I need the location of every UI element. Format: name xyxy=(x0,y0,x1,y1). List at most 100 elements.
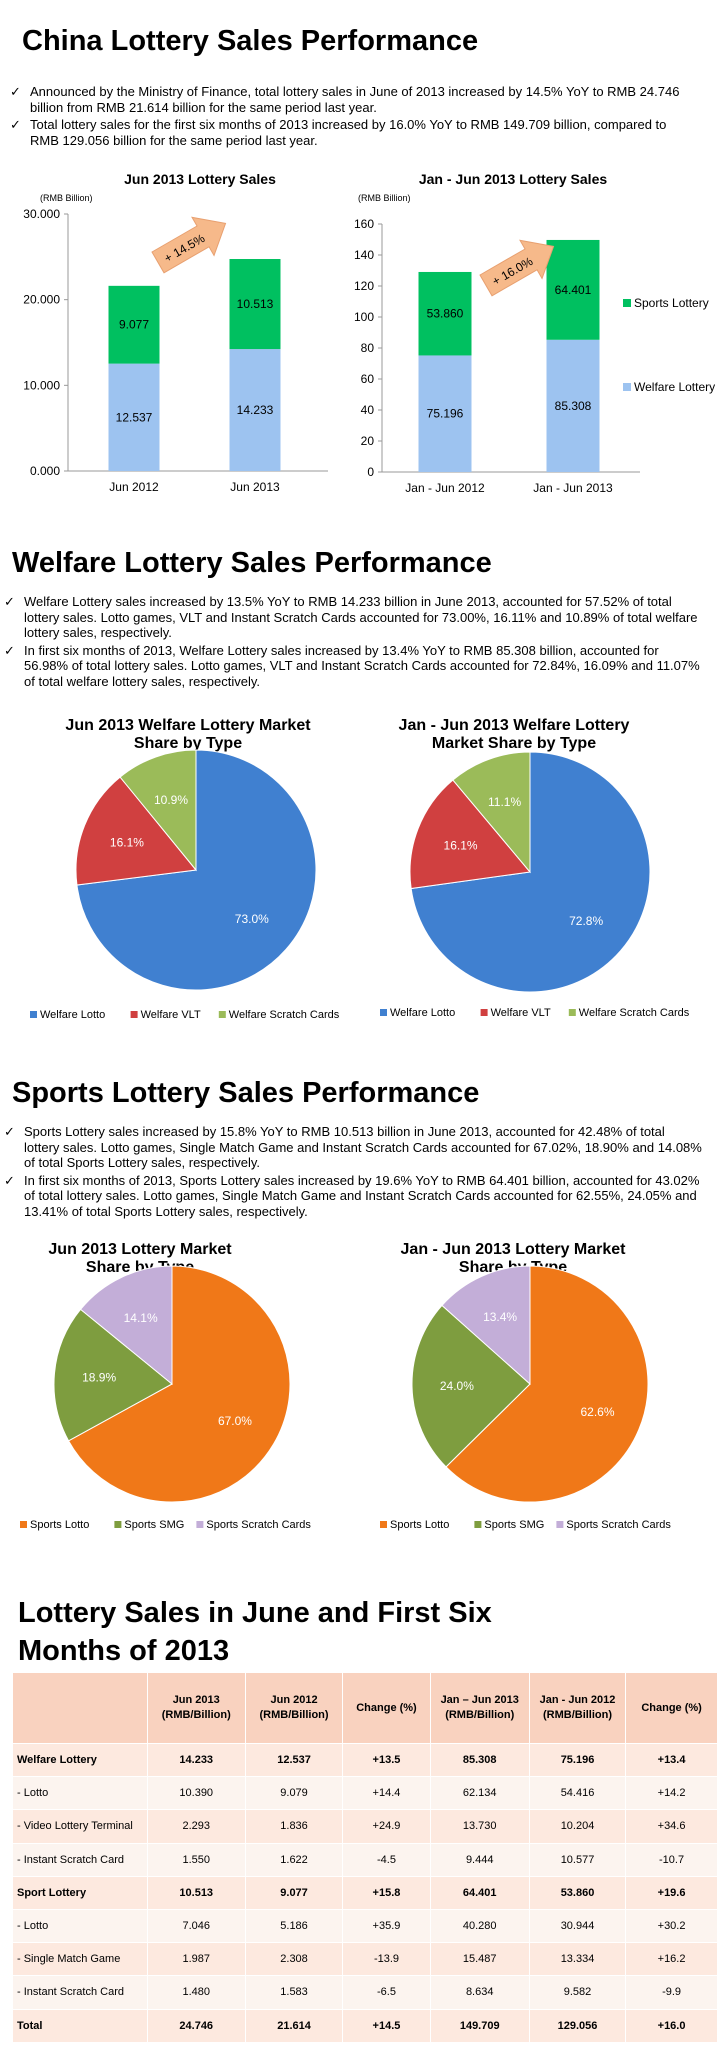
table-cell: 10.390 xyxy=(146,1776,246,1811)
table-cell: 14.233 xyxy=(146,1742,246,1778)
table-cell: +14.5 xyxy=(342,2008,431,2043)
bar-segment xyxy=(546,239,600,340)
table-cell: 149.709 xyxy=(429,2008,530,2043)
section-title: Sports Lottery Sales Performance xyxy=(12,1077,480,1109)
legend-swatch xyxy=(623,299,631,307)
table-row: - Instant Scratch Card 1.480 1.583 -6.5 8.63… xyxy=(12,1975,718,2010)
pie-slice xyxy=(409,779,531,890)
pie-slice xyxy=(445,1265,649,1503)
pie-slice-label: 24.0% xyxy=(440,1379,474,1393)
bar-chart-jan-jun-2013: Jan - Jun 2013 Lottery Sales (RMB Billion… xyxy=(354,171,715,495)
pie-slice xyxy=(67,1265,291,1503)
bullet-text: In first six months of 2013, Welfare Lot… xyxy=(24,642,700,689)
bullet-text: Total lottery sales for the first six mo… xyxy=(30,117,667,148)
table-header-cell: Jan - Jun 2012 (RMB/Billion) xyxy=(528,1672,627,1744)
table-cell: +14.2 xyxy=(625,1776,718,1811)
table-cell: - Single Match Game xyxy=(12,1942,148,1977)
table-cell: 2.293 xyxy=(146,1809,246,1844)
table-cell: 62.134 xyxy=(429,1776,530,1811)
bar-segment xyxy=(108,285,160,364)
table-cell: 13.730 xyxy=(429,1809,530,1844)
table-cell: +16.0 xyxy=(625,2008,718,2043)
legend-swatch xyxy=(114,1521,122,1528)
table-cell: +34.6 xyxy=(625,1809,718,1844)
table-cell: +14.4 xyxy=(342,1776,431,1811)
legend-swatch xyxy=(480,1009,488,1016)
table-row: Total 24.746 21.614 +14.5 149.709 129.056 +16.… xyxy=(12,2008,718,2043)
section-title: Lottery Sales in June and First Six Mont… xyxy=(18,1594,492,1670)
chart-title: Share by Type xyxy=(134,735,242,752)
pie-slice-label: 16.1% xyxy=(110,835,144,849)
bullet-list: ✓ Sports Lottery sales increased by 15.8%… xyxy=(2,1124,702,1221)
bullet-item: ✓ Announced by the Ministry of Finance, t… xyxy=(8,84,688,115)
bar-value-label: 53.860 xyxy=(427,307,464,321)
pie-slice-label: 14.1% xyxy=(124,1311,158,1325)
bar-value-label: 75.196 xyxy=(427,407,464,421)
table-cell: - Video Lottery Terminal xyxy=(12,1809,148,1844)
table-cell: 21.614 xyxy=(244,2008,344,2043)
chart-title: Jun 2013 Lottery Sales xyxy=(124,171,276,187)
table-cell: 10.204 xyxy=(528,1809,627,1844)
bar-segment xyxy=(229,349,281,471)
pie-slice xyxy=(75,776,197,886)
y-tick-label: 0.000 xyxy=(30,464,60,478)
table-cell: -9.9 xyxy=(625,1975,718,2010)
legend-swatch xyxy=(196,1521,204,1528)
table-cell: 8.634 xyxy=(429,1975,530,2010)
bullet-item: ✓ In first six months of 2013, Sports Lot… xyxy=(2,1173,702,1220)
pie-slice-label: 10.9% xyxy=(154,793,188,807)
unit-label: (RMB Billion) xyxy=(40,193,93,203)
legend-swatch xyxy=(474,1521,482,1528)
table-cell: +16.2 xyxy=(625,1942,718,1977)
legend-label: Sports Lottery xyxy=(634,296,709,310)
y-tick-label: 60 xyxy=(361,372,375,386)
table-cell: 10.513 xyxy=(146,1875,246,1910)
bar-value-label: 9.077 xyxy=(119,318,149,332)
legend-label: Welfare Lotto xyxy=(390,1007,455,1019)
legend-label: Welfare Lottery xyxy=(634,380,715,394)
table-cell: 40.280 xyxy=(429,1908,530,1944)
table-cell: 54.416 xyxy=(528,1776,627,1811)
unit-label: (RMB Billion) xyxy=(358,193,411,203)
table-cell: 9.077 xyxy=(244,1875,344,1910)
table-cell: -6.5 xyxy=(342,1975,431,2010)
pie-slice xyxy=(119,749,197,872)
chart-title: Jan - Jun 2013 Lottery Sales xyxy=(419,171,608,187)
bar-value-label: 12.537 xyxy=(116,410,153,424)
table-row: - Instant Scratch Card 1.550 1.622 -4.5 9.44… xyxy=(12,1842,718,1877)
table-cell: 5.186 xyxy=(244,1908,344,1944)
table-row: - Lotto 7.046 5.186 +35.9 40.280 30.944 +30.2 xyxy=(12,1908,718,1944)
section-title-line: Lottery Sales in June and First Six xyxy=(18,1597,492,1629)
pie-slice-label: 72.8% xyxy=(569,914,603,928)
y-tick-label: 40 xyxy=(361,403,375,417)
table-cell: 7.046 xyxy=(146,1908,246,1944)
table-cell: 1.480 xyxy=(146,1975,246,2010)
pie-slice xyxy=(452,751,531,874)
y-tick-label: 160 xyxy=(354,217,374,231)
table-row: Welfare Lottery 14.233 12.537 +13.5 85.308 75… xyxy=(12,1742,718,1778)
legend-swatch xyxy=(380,1009,387,1016)
table-cell: +30.2 xyxy=(625,1908,718,1944)
table-cell: 13.334 xyxy=(528,1942,627,1977)
chart-title: Jun 2013 Lottery Market xyxy=(48,1241,232,1258)
chart-title: Jun 2013 Welfare Lottery Market xyxy=(65,717,311,734)
y-tick-label: 140 xyxy=(354,248,374,262)
table-header-row: Jun 2013 (RMB/Billion) Jun 2012 (RMB/Bill… xyxy=(12,1672,718,1744)
bullet-list: ✓ Announced by the Ministry of Finance, t… xyxy=(8,84,688,150)
bar-value-label: 64.401 xyxy=(555,283,592,297)
table-cell: Total xyxy=(12,2008,148,2043)
table-cell: +13.4 xyxy=(625,1742,718,1778)
legend-label: Welfare VLT xyxy=(491,1007,551,1019)
pie-slice-label: 73.0% xyxy=(235,912,269,926)
y-tick-label: 20.000 xyxy=(23,293,60,307)
table-cell: +35.9 xyxy=(342,1908,431,1944)
pie-slice xyxy=(441,1265,531,1386)
table-cell: -13.9 xyxy=(342,1942,431,1977)
bar-segment xyxy=(546,339,600,472)
x-tick-label: Jun 2012 xyxy=(109,480,159,494)
bullet-text: In first six months of 2013, Sports Lott… xyxy=(24,1172,700,1219)
legend-label: Sports SMG xyxy=(484,1519,544,1531)
legend-swatch xyxy=(380,1521,387,1528)
table-header-cell: Jun 2012 (RMB/Billion) xyxy=(244,1672,344,1744)
table-cell: 24.746 xyxy=(146,2008,246,2043)
